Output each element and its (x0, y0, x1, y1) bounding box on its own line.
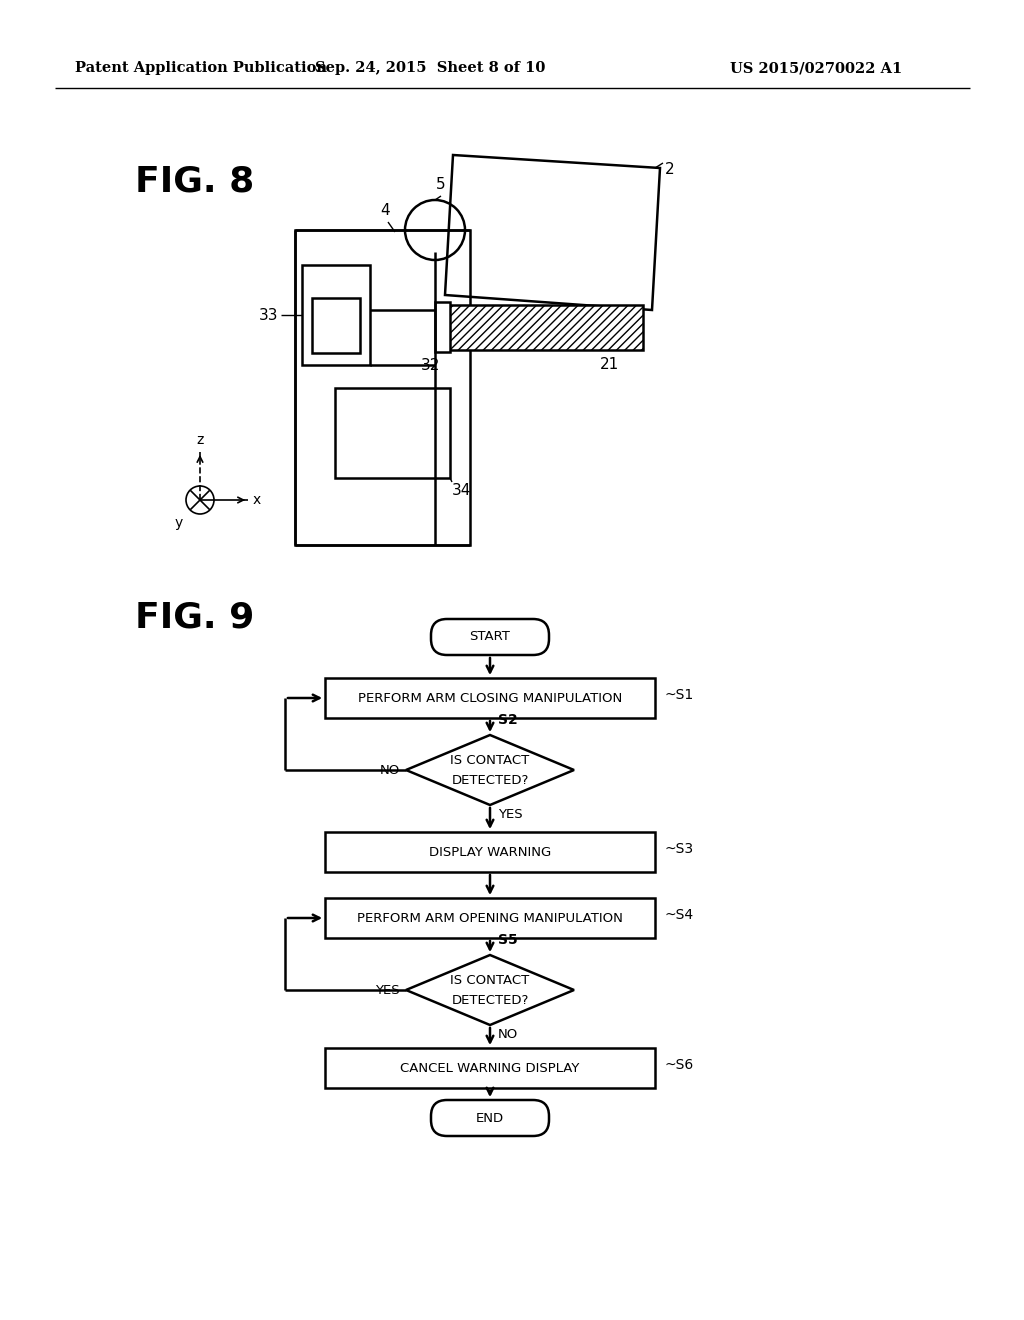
FancyBboxPatch shape (431, 1100, 549, 1137)
Text: PERFORM ARM OPENING MANIPULATION: PERFORM ARM OPENING MANIPULATION (357, 912, 623, 924)
Text: 5: 5 (436, 177, 445, 191)
Text: ~S3: ~S3 (665, 842, 694, 855)
Bar (335, 388, 450, 478)
Text: ~S6: ~S6 (665, 1059, 694, 1072)
Text: START: START (470, 631, 510, 644)
FancyBboxPatch shape (431, 619, 549, 655)
Text: PERFORM ARM CLOSING MANIPULATION: PERFORM ARM CLOSING MANIPULATION (357, 692, 623, 705)
Text: 21: 21 (600, 356, 620, 372)
Text: Patent Application Publication: Patent Application Publication (75, 61, 327, 75)
Text: ~S4: ~S4 (665, 908, 694, 921)
Text: IS CONTACT: IS CONTACT (451, 754, 529, 767)
Text: DISPLAY WARNING: DISPLAY WARNING (429, 846, 551, 858)
Text: US 2015/0270022 A1: US 2015/0270022 A1 (730, 61, 902, 75)
Text: Sep. 24, 2015  Sheet 8 of 10: Sep. 24, 2015 Sheet 8 of 10 (314, 61, 545, 75)
Text: 33: 33 (258, 308, 278, 322)
Text: 34: 34 (452, 483, 471, 498)
Text: YES: YES (376, 983, 400, 997)
Text: 2: 2 (665, 162, 675, 177)
Text: x: x (253, 492, 261, 507)
Text: IS CONTACT: IS CONTACT (451, 974, 529, 986)
Text: FIG. 9: FIG. 9 (135, 601, 254, 634)
Text: 4: 4 (380, 203, 390, 218)
Text: YES: YES (498, 808, 522, 821)
Bar (325, 898, 655, 939)
Text: z: z (197, 433, 204, 447)
Text: y: y (175, 516, 183, 531)
Text: FIG. 8: FIG. 8 (135, 165, 254, 199)
Text: DETECTED?: DETECTED? (452, 774, 528, 787)
Text: ~S1: ~S1 (665, 688, 694, 702)
Bar (325, 678, 655, 718)
Bar (302, 265, 370, 366)
Bar (312, 298, 360, 352)
Text: DETECTED?: DETECTED? (452, 994, 528, 1006)
Text: CANCEL WARNING DISPLAY: CANCEL WARNING DISPLAY (400, 1061, 580, 1074)
Bar (435, 302, 450, 352)
Bar (295, 230, 470, 545)
Text: 32: 32 (421, 358, 440, 374)
Text: S2: S2 (498, 713, 518, 727)
Bar (325, 1048, 655, 1088)
Bar (443, 305, 643, 350)
Bar (325, 832, 655, 873)
Text: S5: S5 (498, 933, 518, 946)
Text: END: END (476, 1111, 504, 1125)
Text: NO: NO (498, 1028, 518, 1041)
Text: NO: NO (380, 763, 400, 776)
